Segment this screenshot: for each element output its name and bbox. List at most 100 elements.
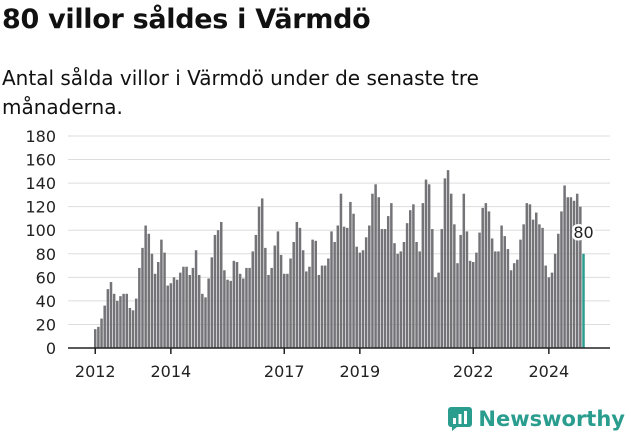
bar	[94, 329, 97, 348]
bar	[503, 236, 506, 348]
y-tick-label: 180	[25, 127, 56, 146]
bar	[462, 193, 466, 348]
bar	[579, 206, 582, 348]
bar	[346, 227, 349, 348]
bar	[150, 253, 154, 348]
bar	[283, 273, 286, 348]
y-tick-label: 120	[25, 198, 56, 217]
brand-logo: Newsworthy	[448, 407, 625, 431]
bar	[481, 207, 484, 348]
chart-subtitle: Antal sålda villor i Värmdö under de sen…	[2, 66, 479, 119]
bar	[289, 258, 292, 348]
bar	[286, 273, 289, 348]
bar	[295, 221, 299, 348]
bar	[478, 232, 481, 348]
bar	[456, 263, 459, 348]
bar	[383, 229, 387, 348]
bar	[409, 210, 412, 348]
bar	[427, 184, 431, 348]
bar	[119, 296, 122, 348]
bar	[377, 197, 380, 348]
bar	[560, 211, 563, 348]
y-tick-label: 140	[25, 174, 56, 193]
bar	[509, 270, 513, 348]
bar	[157, 262, 160, 348]
bar	[475, 252, 478, 348]
bar	[468, 260, 472, 348]
bar	[472, 262, 475, 348]
bar	[308, 266, 311, 348]
bar	[399, 251, 403, 348]
x-tick-label: 2024	[528, 362, 569, 381]
x-tick-label: 2022	[453, 362, 494, 381]
bar	[349, 201, 352, 348]
bar	[201, 293, 204, 348]
bar	[358, 252, 362, 348]
bar	[311, 239, 314, 348]
bar	[138, 267, 141, 348]
bar	[390, 203, 393, 348]
bar	[292, 242, 295, 348]
bar	[437, 272, 440, 348]
bar	[109, 282, 113, 348]
bar	[320, 265, 324, 348]
bar	[522, 224, 525, 348]
bar	[412, 204, 415, 348]
bar	[386, 216, 390, 348]
bar	[257, 206, 261, 348]
bar	[160, 239, 163, 348]
bar	[213, 234, 217, 348]
bar	[342, 226, 346, 348]
bar	[179, 272, 182, 348]
bar	[371, 193, 374, 348]
bar	[182, 266, 185, 348]
bar	[418, 251, 421, 348]
bar	[374, 184, 377, 348]
bar	[229, 280, 232, 348]
bar	[402, 242, 406, 348]
x-tick-label: 2014	[150, 362, 191, 381]
bar	[163, 252, 166, 348]
bar	[431, 229, 434, 348]
bar	[235, 262, 239, 348]
bar	[396, 253, 399, 348]
bar	[125, 293, 128, 348]
bar	[147, 233, 151, 348]
bar	[538, 224, 541, 348]
bar	[336, 225, 340, 348]
bar	[440, 229, 443, 348]
y-tick-label: 40	[36, 292, 56, 311]
bar	[355, 246, 358, 348]
bar	[519, 239, 522, 348]
bar	[238, 273, 242, 348]
y-tick-label: 80	[36, 245, 56, 264]
bar	[569, 197, 573, 348]
bar	[188, 274, 191, 348]
bar	[128, 307, 132, 348]
bar	[393, 243, 396, 348]
brand-name: Newsworthy	[478, 407, 625, 431]
bar	[298, 227, 302, 348]
bar	[449, 193, 453, 348]
bar	[131, 310, 135, 348]
bar	[144, 225, 147, 348]
bar	[490, 238, 494, 348]
bar	[216, 230, 220, 348]
bar	[434, 277, 437, 348]
bar	[497, 251, 500, 348]
bar	[516, 259, 519, 348]
newsworthy-logo-icon	[448, 407, 473, 431]
y-tick-label: 60	[36, 268, 56, 287]
bar	[260, 198, 264, 348]
bar	[103, 305, 106, 348]
bar	[122, 293, 125, 348]
bar	[550, 272, 554, 348]
bar	[557, 233, 560, 348]
bar	[279, 254, 283, 348]
bar	[267, 274, 270, 348]
bar	[276, 231, 280, 348]
bar	[352, 213, 355, 348]
bar	[97, 326, 100, 348]
bar	[141, 247, 144, 348]
bar	[572, 200, 576, 348]
